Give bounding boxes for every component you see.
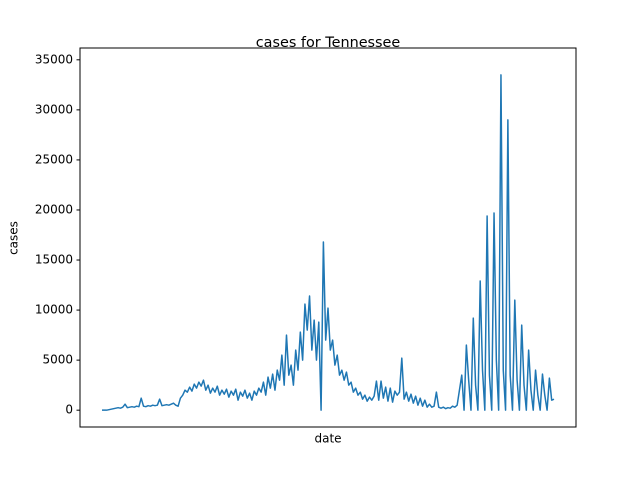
y-axis-label: cases xyxy=(7,221,21,255)
y-tick-label: 30000 xyxy=(35,102,73,116)
y-tick-label: 15000 xyxy=(35,253,73,267)
y-tick-label: 35000 xyxy=(35,52,73,66)
y-tick-label: 20000 xyxy=(35,202,73,216)
y-tick-label: 10000 xyxy=(35,303,73,317)
y-tick-label: 25000 xyxy=(35,152,73,166)
data-line xyxy=(102,74,555,411)
chart-title: cases for Tennessee xyxy=(256,35,401,51)
plot-frame xyxy=(79,47,577,428)
y-tick-label: 0 xyxy=(65,403,73,417)
y-tick-label: 5000 xyxy=(42,353,73,367)
x-axis-label: date xyxy=(314,432,341,446)
